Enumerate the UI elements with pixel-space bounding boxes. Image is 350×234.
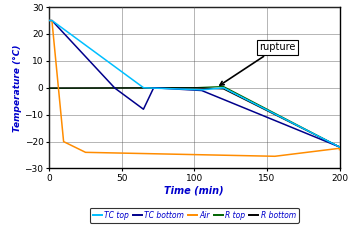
Text: rupture: rupture [220, 42, 296, 85]
Y-axis label: Temperature (°C): Temperature (°C) [13, 44, 22, 132]
Legend: TC top, TC bottom, Air, R top, R bottom: TC top, TC bottom, Air, R top, R bottom [90, 208, 299, 223]
X-axis label: Time (min): Time (min) [164, 186, 224, 196]
